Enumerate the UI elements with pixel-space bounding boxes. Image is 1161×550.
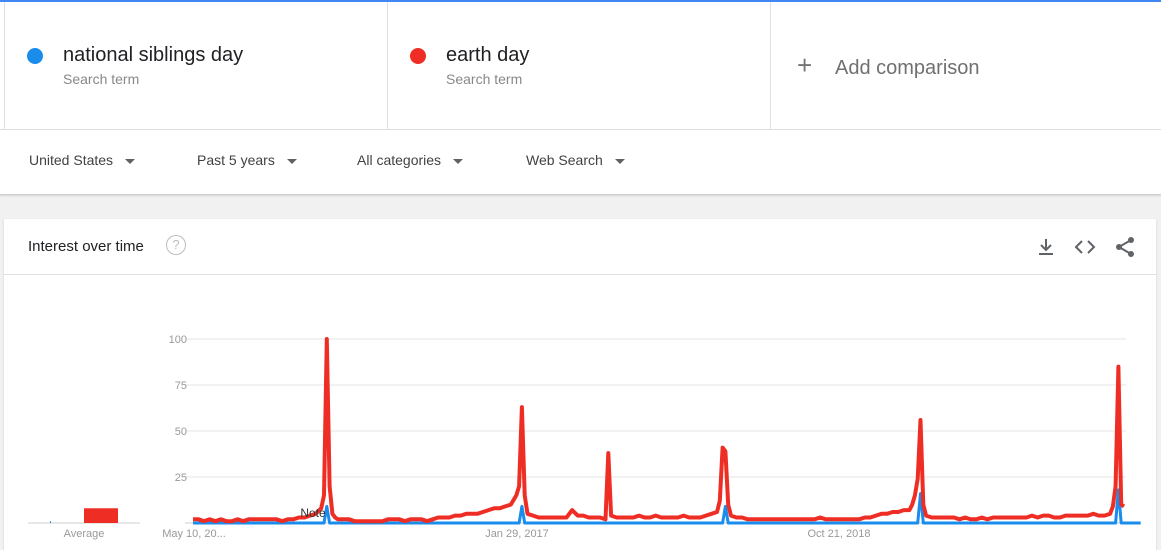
region-dropdown[interactable]: United States — [29, 152, 136, 168]
chevron-down-icon — [125, 158, 136, 164]
series-color-dot — [27, 48, 43, 64]
interest-over-time-card: Interest over time ? 100 75 50 25 May 10, 20… — [4, 219, 1156, 550]
search-type-dropdown-label: Web Search — [526, 152, 603, 168]
embed-icon[interactable] — [1074, 236, 1096, 258]
card-title: Interest over time — [28, 238, 144, 255]
x-tick-label: Oct 21, 2018 — [808, 528, 871, 540]
search-term-2[interactable]: earth day Search term — [388, 2, 771, 129]
search-term-name[interactable]: national siblings day — [63, 44, 244, 66]
search-term-type: Search term — [446, 71, 523, 87]
card-header: Interest over time ? — [4, 219, 1156, 275]
download-icon[interactable] — [1035, 236, 1057, 258]
add-comparison-button[interactable]: + Add comparison — [771, 2, 1161, 129]
share-icon[interactable] — [1114, 236, 1136, 258]
x-tick-label: Jan 29, 2017 — [485, 528, 549, 540]
time-range-dropdown-label: Past 5 years — [197, 152, 275, 168]
series-color-dot — [410, 48, 426, 64]
top-accent-bar — [0, 0, 1161, 2]
y-tick-label: 25 — [175, 472, 187, 484]
y-tick-label: 50 — [175, 426, 187, 438]
chevron-down-icon — [286, 158, 297, 164]
category-dropdown[interactable]: All categories — [357, 152, 464, 168]
average-label: Average — [64, 528, 105, 540]
y-tick-label: 100 — [169, 334, 187, 346]
series-line-earth-day — [193, 337, 1126, 524]
x-tick-label: May 10, 20... — [162, 528, 226, 540]
search-term-name[interactable]: earth day — [446, 44, 530, 66]
y-tick-label: 75 — [175, 380, 187, 392]
help-icon[interactable]: ? — [166, 235, 186, 255]
note-marker[interactable]: Note — [300, 506, 326, 520]
search-term-1[interactable]: national siblings day Search term — [4, 2, 388, 129]
chevron-down-icon — [614, 158, 625, 164]
series-line-national-siblings-day — [193, 488, 1141, 525]
time-range-dropdown[interactable]: Past 5 years — [197, 152, 297, 168]
region-dropdown-label: United States — [29, 152, 114, 168]
average-bar-earth-day — [84, 508, 118, 523]
category-dropdown-label: All categories — [357, 152, 442, 168]
interest-over-time-chart: 100 75 50 25 May 10, 20... Jan 29, 2017 Oct 21… — [28, 334, 1141, 540]
plus-icon: + — [797, 50, 813, 80]
search-type-dropdown[interactable]: Web Search — [526, 152, 625, 168]
filter-bar: United States Past 5 years All categorie… — [0, 130, 1161, 195]
comparison-bar: national siblings day Search term earth … — [0, 2, 1161, 130]
search-term-type: Search term — [63, 71, 140, 87]
chevron-down-icon — [453, 158, 464, 164]
add-comparison-label: Add comparison — [835, 57, 980, 79]
average-bar-national-siblings-day — [50, 521, 51, 523]
